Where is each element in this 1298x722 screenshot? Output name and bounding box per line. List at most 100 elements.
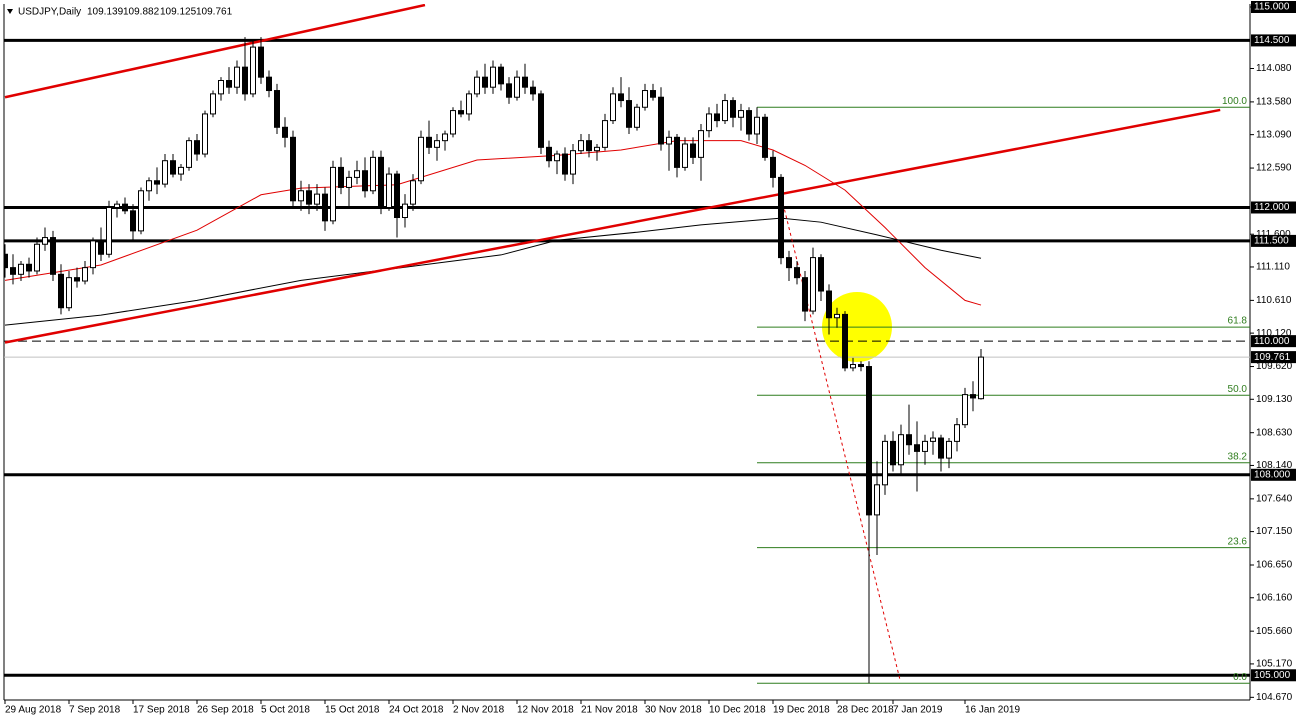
candle-body bbox=[930, 437, 936, 442]
candle-body bbox=[330, 166, 336, 222]
candle-body bbox=[154, 180, 160, 185]
x-tick-label: 19 Dec 2018 bbox=[773, 705, 830, 716]
level-label: 110.000 bbox=[1254, 336, 1290, 347]
candle-body bbox=[514, 76, 520, 98]
fib-label: 100.0 bbox=[1222, 96, 1247, 107]
x-tick-label: 24 Oct 2018 bbox=[389, 705, 444, 716]
candle-body bbox=[874, 484, 880, 516]
candle-body bbox=[258, 46, 264, 78]
candle-body bbox=[482, 76, 488, 88]
candle-body bbox=[114, 203, 120, 208]
candle-body bbox=[402, 203, 408, 219]
x-tick-label: 7 Sep 2018 bbox=[69, 705, 121, 716]
header-low: 109.125 bbox=[160, 7, 197, 18]
candle-body bbox=[370, 156, 376, 192]
candle-body bbox=[962, 394, 968, 426]
level-label-box bbox=[1251, 234, 1296, 247]
candle-body bbox=[202, 113, 208, 155]
candle-body bbox=[746, 110, 752, 135]
plot-area bbox=[4, 4, 1250, 684]
candle-body bbox=[194, 140, 200, 155]
candle-body bbox=[690, 143, 696, 158]
level-label-box bbox=[1251, 335, 1296, 348]
candle-body bbox=[906, 434, 912, 446]
header-open: 109.139 bbox=[87, 7, 124, 18]
x-tick-label: 2 Nov 2018 bbox=[453, 705, 505, 716]
x-tick-label: 29 Aug 2018 bbox=[5, 705, 62, 716]
candle-body bbox=[218, 80, 224, 95]
candle-body bbox=[810, 257, 816, 312]
candle-body bbox=[698, 130, 704, 158]
candle-body bbox=[74, 277, 80, 282]
level-label-box bbox=[1251, 468, 1296, 481]
candle-body bbox=[954, 424, 960, 442]
candle-body bbox=[674, 136, 680, 168]
candle-body bbox=[642, 90, 648, 108]
candle-body bbox=[170, 160, 176, 175]
fib-label: 23.6 bbox=[1228, 536, 1248, 547]
candle-body bbox=[458, 110, 464, 115]
y-tick-label: 105.170 bbox=[1256, 659, 1293, 670]
y-tick-label: 110.610 bbox=[1256, 295, 1292, 306]
y-tick-label: 106.650 bbox=[1256, 560, 1293, 571]
candle-body bbox=[850, 364, 856, 369]
moving-average bbox=[4, 217, 982, 326]
candle-body bbox=[26, 263, 32, 272]
trendline bbox=[4, 4, 426, 99]
candle-body bbox=[554, 153, 560, 162]
candle-body bbox=[578, 140, 584, 152]
candle-body bbox=[618, 93, 624, 102]
fib-label: 61.8 bbox=[1228, 316, 1248, 327]
candle-body bbox=[242, 66, 248, 95]
candle-body bbox=[562, 153, 568, 175]
fib-label: 0.0 bbox=[1233, 672, 1247, 683]
trendline bbox=[4, 108, 1221, 344]
y-tick-label: 105.660 bbox=[1256, 626, 1293, 637]
candle-body bbox=[842, 313, 848, 369]
candle-body bbox=[346, 176, 352, 188]
candle-body bbox=[146, 180, 152, 192]
candle-body bbox=[322, 193, 328, 222]
y-tick-label: 114.080 bbox=[1256, 63, 1292, 74]
candle-body bbox=[706, 113, 712, 132]
level-label: 105.000 bbox=[1254, 670, 1291, 681]
candle-body bbox=[970, 394, 976, 399]
candle-body bbox=[50, 237, 56, 275]
y-tick-label: 113.090 bbox=[1256, 129, 1292, 140]
y-tick-label: 108.140 bbox=[1256, 460, 1293, 471]
menu-arrow[interactable] bbox=[7, 9, 13, 14]
candle-body bbox=[426, 136, 432, 148]
y-tick-label: 111.600 bbox=[1256, 229, 1291, 240]
candle-body bbox=[490, 66, 496, 88]
candle-body bbox=[626, 100, 632, 128]
candle-body bbox=[42, 237, 48, 245]
candle-body bbox=[122, 203, 128, 212]
x-tick-label: 10 Dec 2018 bbox=[709, 705, 766, 716]
candle-body bbox=[722, 100, 728, 122]
candle-body bbox=[178, 166, 184, 175]
candle-body bbox=[186, 140, 192, 168]
y-tick-label: 109.620 bbox=[1256, 361, 1293, 372]
candle-body bbox=[586, 140, 592, 152]
candle-body bbox=[418, 136, 424, 182]
y-tick-label: 108.630 bbox=[1256, 427, 1293, 438]
candle-body bbox=[354, 170, 360, 178]
candle-body bbox=[58, 273, 64, 309]
candle-body bbox=[570, 150, 576, 175]
candle-body bbox=[714, 113, 720, 122]
x-tick-label: 26 Sep 2018 bbox=[197, 705, 254, 716]
candle-body bbox=[922, 440, 928, 452]
candle-body bbox=[498, 66, 504, 85]
fib-label: 38.2 bbox=[1228, 451, 1248, 462]
candle-body bbox=[338, 166, 344, 188]
candle-body bbox=[442, 133, 448, 142]
candle-body bbox=[754, 116, 760, 135]
candle-body bbox=[362, 170, 368, 192]
candle-body bbox=[778, 176, 784, 259]
candle-body bbox=[946, 440, 952, 459]
x-tick-label: 16 Jan 2019 bbox=[965, 705, 1020, 716]
candle-body bbox=[610, 93, 616, 122]
candle-body bbox=[522, 76, 528, 88]
candle-body bbox=[882, 440, 888, 486]
